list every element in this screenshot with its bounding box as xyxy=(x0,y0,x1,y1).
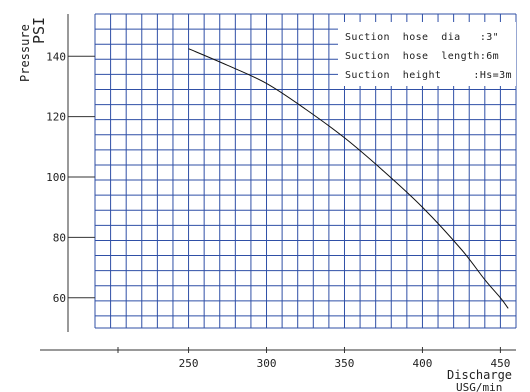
y-tick-label: 120 xyxy=(46,111,66,124)
y-tick-label: 60 xyxy=(53,292,66,305)
y-axis-label-psi: PSI xyxy=(30,17,48,44)
legend-box xyxy=(338,22,516,86)
grid xyxy=(94,13,517,329)
y-tick-label: 100 xyxy=(46,171,66,184)
legend-note-suction-height: Suction height :Hs=3m xyxy=(345,70,512,81)
y-tick-label: 140 xyxy=(46,50,66,63)
legend-note-hose-length: Suction hose length:6m xyxy=(345,51,499,62)
x-tick-label: 250 xyxy=(179,357,199,370)
x-axis-label-units: USG/min xyxy=(456,381,502,392)
legend-note-hose-dia: Suction hose dia :3" xyxy=(345,32,499,43)
y-tick-labels: 60 80 100 120 140 xyxy=(46,50,95,305)
x-axis-label-discharge: Discharge xyxy=(447,368,512,382)
y-axis-label-pressure: Pressure xyxy=(18,24,32,82)
x-tick-label: 300 xyxy=(257,357,277,370)
pressure-discharge-curve xyxy=(188,48,509,309)
y-tick-label: 80 xyxy=(53,231,66,244)
x-tick-labels: 250 300 350 400 450 xyxy=(179,347,510,370)
x-tick-label: 350 xyxy=(335,357,355,370)
axes xyxy=(40,14,516,353)
x-tick-label: 400 xyxy=(413,357,433,370)
x-tick-label: 450 xyxy=(490,357,510,370)
